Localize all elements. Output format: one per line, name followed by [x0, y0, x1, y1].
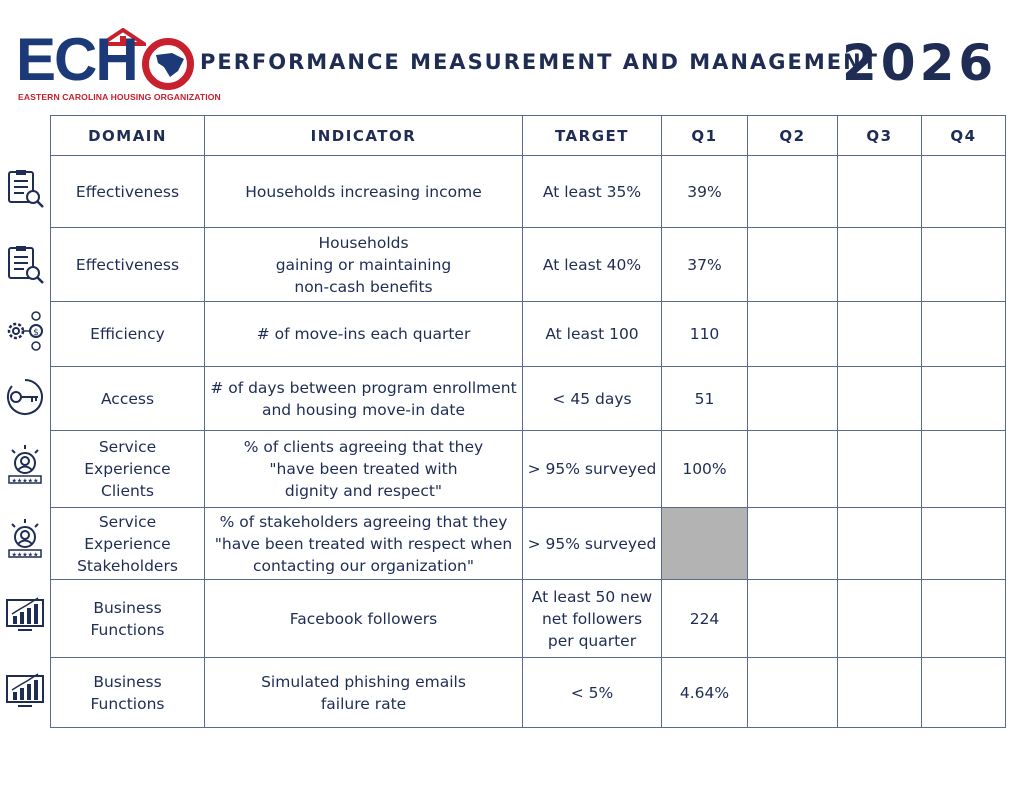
q3-cell [837, 366, 922, 431]
target-cell: > 95% surveyed [522, 507, 662, 580]
performance-table: DOMAIN INDICATOR TARGET Q1 Q2 Q3 Q4 Effe… [50, 115, 1006, 728]
indicator-cell: # of days between program enrollment and… [204, 366, 523, 431]
q4-cell [921, 657, 1006, 728]
person-rating-icon: ★★★★★ [8, 445, 42, 485]
indicator-cell: Facebook followers [204, 579, 523, 658]
domain-cell: Business Functions [50, 579, 205, 658]
growth-chart-monitor-icon [6, 673, 44, 707]
q4-cell [921, 430, 1006, 508]
domain-cell: Access [50, 366, 205, 431]
col-header-q1: Q1 [661, 115, 748, 156]
q2-cell [747, 155, 838, 228]
target-cell: At least 35% [522, 155, 662, 228]
table-header-row: DOMAIN INDICATOR TARGET Q1 Q2 Q3 Q4 [50, 115, 1006, 156]
col-header-q2: Q2 [747, 115, 838, 156]
domain-cell: Effectiveness [50, 155, 205, 228]
q1-cell: 4.64% [661, 657, 748, 728]
indicator-cell: # of move-ins each quarter [204, 301, 523, 367]
col-header-domain: DOMAIN [50, 115, 205, 156]
q2-cell [747, 507, 838, 580]
target-cell: At least 100 [522, 301, 662, 367]
growth-chart-monitor-icon [6, 597, 44, 631]
table-row: Service Experience Clients % of clients … [50, 430, 1006, 508]
col-header-q3: Q3 [837, 115, 922, 156]
domain-cell: Efficiency [50, 301, 205, 367]
col-header-indicator: INDICATOR [204, 115, 523, 156]
svg-text:★★★★★: ★★★★★ [12, 478, 39, 485]
col-header-target: TARGET [522, 115, 662, 156]
domain-cell: Service Experience Clients [50, 430, 205, 508]
q1-cell: 37% [661, 227, 748, 302]
q3-cell [837, 227, 922, 302]
table-row: Effectiveness Households gaining or main… [50, 227, 1006, 302]
page-title: PERFORMANCE MEASUREMENT AND MANAGEMENT [200, 50, 879, 74]
q4-cell [921, 507, 1006, 580]
q3-cell [837, 507, 922, 580]
q1-cell-pending [661, 507, 748, 580]
indicator-cell: Simulated phishing emails failure rate [204, 657, 523, 728]
q4-cell [921, 227, 1006, 302]
target-cell: At least 40% [522, 227, 662, 302]
table-row: Access # of days between program enrollm… [50, 366, 1006, 431]
q3-cell [837, 657, 922, 728]
q2-cell [747, 579, 838, 658]
q1-cell: 224 [661, 579, 748, 658]
checklist-magnifier-icon [8, 170, 44, 208]
q3-cell [837, 301, 922, 367]
indicator-cell: % of clients agreeing that they "have be… [204, 430, 523, 508]
target-cell: > 95% surveyed [522, 430, 662, 508]
table-row: Business Functions Simulated phishing em… [50, 657, 1006, 728]
gears-dollar-icon: $ [7, 311, 43, 351]
checklist-magnifier-icon [8, 246, 44, 284]
q2-cell [747, 366, 838, 431]
q2-cell [747, 301, 838, 367]
indicator-cell: % of stakeholders agreeing that they "ha… [204, 507, 523, 580]
col-header-q4: Q4 [921, 115, 1006, 156]
svg-text:★★★★★: ★★★★★ [12, 552, 39, 559]
logo-wordmark: ECH [16, 26, 139, 93]
domain-cell: Business Functions [50, 657, 205, 728]
indicator-cell: Households gaining or maintaining non-ca… [204, 227, 523, 302]
q4-cell [921, 301, 1006, 367]
key-icon [7, 379, 43, 415]
q3-cell [837, 155, 922, 228]
table-row: Effectiveness Households increasing inco… [50, 155, 1006, 228]
house-roof-icon [100, 28, 146, 46]
person-rating-icon: ★★★★★ [8, 519, 42, 559]
table-row: Service Experience Stakeholders % of sta… [50, 507, 1006, 580]
q2-cell [747, 227, 838, 302]
q1-cell: 39% [661, 155, 748, 228]
target-cell: At least 50 new net followers per quarte… [522, 579, 662, 658]
q4-cell [921, 579, 1006, 658]
q1-cell: 110 [661, 301, 748, 367]
q1-cell: 100% [661, 430, 748, 508]
q1-cell: 51 [661, 366, 748, 431]
header: ECH EASTERN CAROLINA HOUSING ORGANIZATIO… [0, 0, 1024, 110]
indicator-cell: Households increasing income [204, 155, 523, 228]
row-icons: $ ★★★★★ ★★★★★ [0, 0, 50, 791]
logo-tagline: EASTERN CAROLINA HOUSING ORGANIZATION [18, 92, 221, 102]
target-cell: < 45 days [522, 366, 662, 431]
echo-logo: ECH EASTERN CAROLINA HOUSING ORGANIZATIO… [16, 26, 221, 104]
q2-cell [747, 430, 838, 508]
q4-cell [921, 155, 1006, 228]
q3-cell [837, 430, 922, 508]
svg-text:$: $ [33, 328, 39, 338]
target-cell: < 5% [522, 657, 662, 728]
state-outline-icon [142, 38, 194, 90]
page-year: 2026 [842, 34, 998, 92]
domain-cell: Effectiveness [50, 227, 205, 302]
q4-cell [921, 366, 1006, 431]
table-row: Business Functions Facebook followers At… [50, 579, 1006, 658]
domain-cell: Service Experience Stakeholders [50, 507, 205, 580]
table-row: Efficiency # of move-ins each quarter At… [50, 301, 1006, 367]
q2-cell [747, 657, 838, 728]
q3-cell [837, 579, 922, 658]
